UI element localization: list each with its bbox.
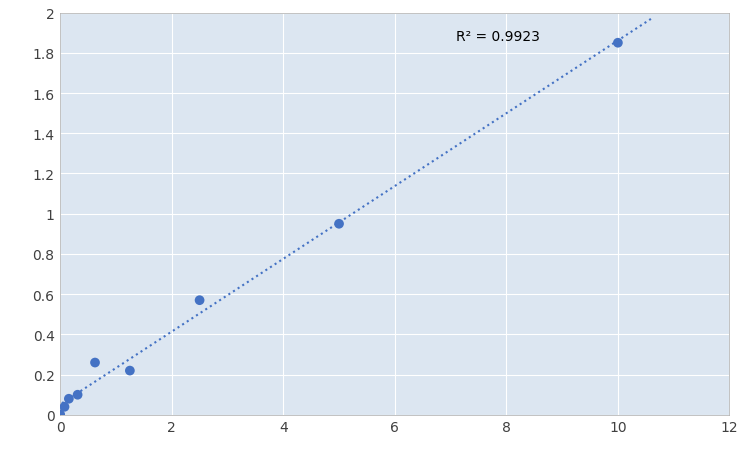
Point [89, 359, 101, 366]
Point [54, 411, 66, 418]
Point [124, 367, 136, 374]
Point [71, 391, 83, 399]
Point [59, 403, 71, 410]
Point [333, 221, 345, 228]
Point [63, 395, 75, 402]
Point [612, 40, 624, 47]
Point [193, 297, 205, 304]
Text: R² = 0.9923: R² = 0.9923 [456, 30, 540, 44]
